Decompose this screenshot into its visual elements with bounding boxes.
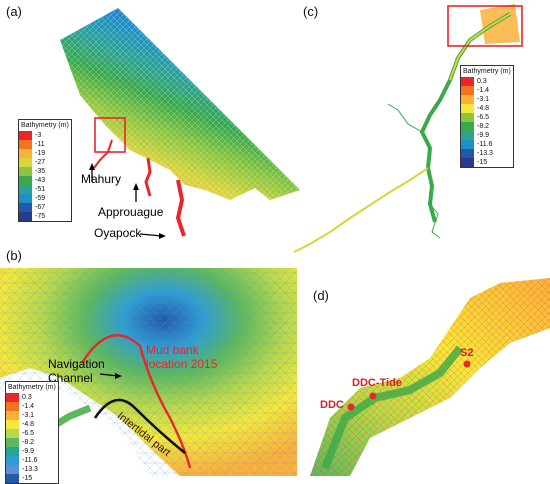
legend-b: Bathymetry (m) 0.3 -1.4 -3.1 -4.8 -6.5 -…: [5, 381, 59, 484]
legend-a-value-5: -43: [35, 177, 46, 184]
panel-c-map: [293, 4, 523, 253]
station-ddc-tide-label: DDC-Tide: [352, 377, 402, 389]
legend-a-value-0: -3: [35, 132, 42, 139]
mud-bank-label: Mud bank location 2015: [146, 343, 218, 371]
legend-b-value-0: 0.3: [22, 394, 32, 401]
legend-a-swatch-9: [19, 212, 32, 221]
legend-a: Bathymetry (m) -3 -11 -19 -27 -35 -43 -5…: [18, 119, 72, 222]
legend-c-swatch-1: [461, 86, 474, 95]
oyapock-label: Oyapock: [94, 226, 142, 240]
panel-d-label: (d): [313, 288, 329, 303]
intertidal-line: [93, 398, 186, 455]
legend-b-value-3: -4.8: [22, 421, 35, 428]
legend-b-value-8: -13.3: [22, 466, 38, 473]
legend-b-value-2: -3.1: [22, 412, 35, 419]
legend-b-value-5: -8.2: [22, 439, 35, 446]
legend-a-swatch-8: [19, 203, 32, 212]
legend-a-value-1: -11: [35, 141, 45, 148]
zoom-box-c: [447, 5, 523, 47]
legend-b-value-4: -6.5: [22, 430, 35, 437]
legend-c-value-2: -3.1: [477, 96, 490, 103]
legend-c-swatch-0: [461, 77, 474, 86]
legend-a-value-8: -67: [35, 204, 46, 211]
legend-b-swatch-7: [6, 456, 19, 465]
legend-b-value-9: -15: [22, 475, 33, 482]
legend-c-value-8: -13.3: [477, 150, 493, 157]
legend-b-value-6: -9.9: [22, 448, 35, 455]
oyapock-river: [175, 179, 186, 237]
legend-a-swatch-3: [19, 158, 32, 167]
legend-b-title: Bathymetry (m): [8, 384, 56, 391]
approuague-river: [144, 157, 152, 197]
panel-d-map: [310, 278, 550, 476]
approuague-label: Approuague: [98, 205, 164, 219]
legend-a-value-2: -19: [35, 150, 46, 157]
channel-d: [321, 345, 464, 470]
legend-c-value-4: -6.5: [477, 114, 490, 121]
legend-a-swatch-2: [19, 149, 32, 158]
legend-a-swatch-5: [19, 176, 32, 185]
mahury-label: Mahury: [81, 172, 122, 186]
legend-c: Bathymetry (m) 0.3 -1.4 -3.1 -4.8 -6.5 -…: [460, 65, 514, 168]
legend-c-title: Bathymetry (m): [463, 68, 511, 75]
station-ddc-label: DDC: [320, 399, 344, 411]
legend-b-swatch-5: [6, 438, 19, 447]
legend-c-swatch-2: [461, 95, 474, 104]
legend-a-value-9: -75: [35, 213, 46, 220]
legend-b-value-1: -1.4: [22, 403, 35, 410]
legend-c-value-5: -8.2: [477, 123, 490, 130]
legend-b-swatch-1: [6, 402, 19, 411]
navigation-channel-label: Navigation Channel: [48, 357, 105, 385]
legend-a-value-3: -27: [35, 159, 46, 166]
panel-c-label: (c): [303, 4, 319, 19]
legend-b-swatch-4: [6, 429, 19, 438]
mahury-river: [93, 139, 113, 169]
legend-a-swatch-1: [19, 140, 32, 149]
legend-b-swatch-3: [6, 420, 19, 429]
legend-a-title: Bathymetry (m): [21, 122, 69, 129]
legend-b-swatch-0: [6, 393, 19, 402]
legend-c-swatch-5: [461, 122, 474, 131]
legend-c-swatch-8: [461, 149, 474, 158]
station-s2-label: S2: [460, 347, 474, 359]
legend-b-swatch-9: [6, 474, 19, 483]
legend-c-value-0: 0.3: [477, 78, 487, 85]
panel-a-map: [60, 8, 300, 239]
legend-a-swatch-4: [19, 167, 32, 176]
legend-b-value-7: -11.6: [22, 457, 38, 464]
legend-b-swatch-2: [6, 411, 19, 420]
legend-a-swatch-0: [19, 131, 32, 140]
legend-c-swatch-3: [461, 104, 474, 113]
legend-a-value-6: -51: [35, 186, 46, 193]
legend-a-swatch-7: [19, 194, 32, 203]
legend-c-value-9: -15: [477, 159, 488, 166]
river-branch-c: [293, 167, 429, 253]
legend-c-swatch-9: [461, 158, 474, 167]
mud-bank-line: [80, 334, 192, 469]
legend-c-swatch-4: [461, 113, 474, 122]
panel-b-label: (b): [6, 248, 22, 263]
zoom-box-a: [94, 117, 126, 153]
legend-b-swatch-8: [6, 465, 19, 474]
panel-a-label: (a): [6, 4, 22, 19]
legend-c-swatch-7: [461, 140, 474, 149]
legend-b-swatch-6: [6, 447, 19, 456]
station-ddc: [347, 403, 355, 411]
station-s2: [463, 360, 471, 368]
legend-c-swatch-6: [461, 131, 474, 140]
legend-c-value-1: -1.4: [477, 87, 490, 94]
legend-a-swatch-6: [19, 185, 32, 194]
estuary-mouth-c: [480, 4, 520, 44]
legend-a-value-4: -35: [35, 168, 46, 175]
legend-c-value-3: -4.8: [477, 105, 490, 112]
station-ddc-tide: [369, 392, 377, 400]
legend-c-value-6: -9.9: [477, 132, 490, 139]
legend-a-value-7: -59: [35, 195, 46, 202]
legend-c-value-7: -11.6: [477, 141, 493, 148]
